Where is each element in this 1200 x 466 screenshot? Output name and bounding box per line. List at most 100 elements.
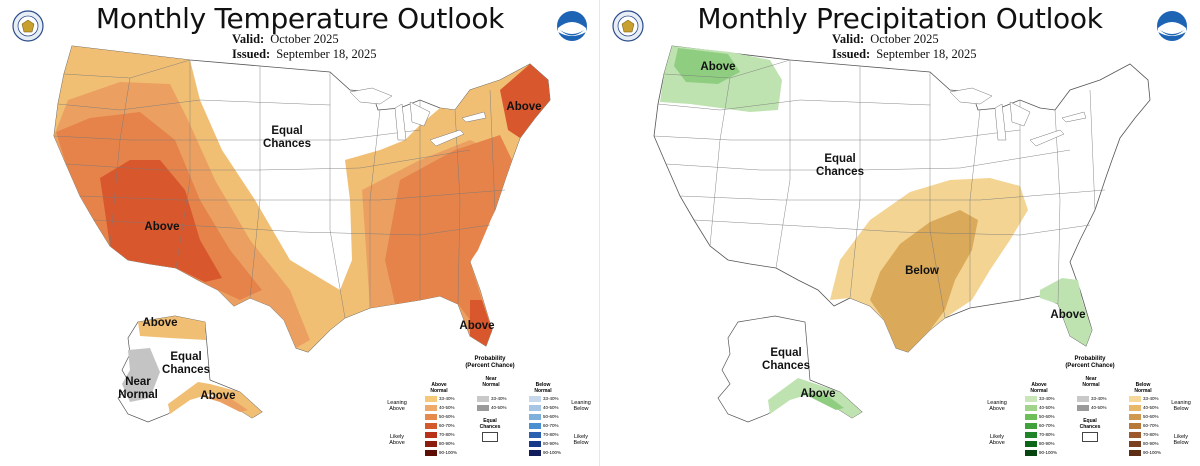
alaska-above-north: [138, 316, 206, 340]
legend-range-near-0: 33-40%: [1091, 396, 1107, 401]
legend-equal-chances-label: Equal Chances: [475, 418, 505, 430]
legend-swatch-above-5: [425, 441, 437, 447]
legend-swatch-below-2: [1129, 414, 1141, 420]
label-equal-alaska: Equal: [770, 347, 801, 359]
temperature-outlook-panel: Equal Chances Above Above Above Above Eq…: [12, 2, 597, 464]
legend-range-below-0: 33-40%: [1143, 396, 1159, 401]
legend-likely-below-1: Likely: [1173, 434, 1189, 440]
legend-swatch-above-6: [1025, 450, 1037, 456]
legend-swatch-below-0: [1129, 396, 1141, 402]
legend-range-above-6: 90-100%: [1039, 450, 1058, 455]
legend-swatch-below-6: [1129, 450, 1141, 456]
legend-leaning-above: Leaning Above: [385, 400, 409, 412]
label-equal-alaska-2: Chances: [162, 364, 210, 376]
legend-header-below-1: Below: [535, 382, 551, 388]
temperature-outlook-map: Equal Chances Above Above Above Above Eq…: [53, 45, 551, 423]
legend-swatch-above-0: [1025, 396, 1037, 402]
legend-title: Probability (Percent Chance): [1045, 356, 1135, 370]
label-near-normal-alaska: Near: [125, 376, 151, 388]
precipitation-outlook-panel: Above Equal Chances Below Above Equal Ch…: [600, 0, 1200, 466]
legend-header-near: Near Normal: [1073, 376, 1109, 388]
legend-header-near-2: Normal: [482, 382, 500, 388]
label-equal-chances: Equal: [271, 125, 302, 137]
legend-likely-below: Likely Below: [569, 434, 593, 446]
legend-swatch-near-1: [477, 405, 489, 411]
legend-swatch-near-0: [1077, 396, 1089, 402]
temp-above-50-region: [56, 112, 512, 320]
legend-header-near: Near Normal: [473, 376, 509, 388]
legend-title-line1: Probability: [474, 356, 506, 362]
legend-header-above: Above Normal: [1021, 382, 1057, 394]
legend-range-below-2: 50-60%: [1143, 414, 1159, 419]
legend-swatch-below-6: [529, 450, 541, 456]
legend-likely-above-1: Likely: [389, 434, 405, 440]
legend-equal-chances-swatch: [482, 432, 498, 442]
legend-range-above-3: 60-70%: [1039, 423, 1055, 428]
great-lakes: [949, 87, 1087, 147]
legend-swatch-below-3: [529, 423, 541, 429]
legend-title-line2: (Percent Chance): [1065, 363, 1115, 369]
label-above-alaska-north: Above: [142, 317, 177, 329]
legend-equal-chances-swatch: [1082, 432, 1098, 442]
legend-leaning-below-2: Below: [1173, 406, 1189, 412]
legend-likely-below-1: Likely: [573, 434, 589, 440]
precipitation-outlook-map: Above Equal Chances Below Above Equal Ch…: [653, 45, 1151, 423]
legend-swatch-above-2: [425, 414, 437, 420]
label-above-northeast: Above: [506, 101, 541, 113]
legend-swatch-above-0: [425, 396, 437, 402]
legend-range-above-5: 80-90%: [439, 441, 455, 446]
issued-value: September 18, 2025: [876, 47, 977, 61]
legend-range-above-0: 33-40%: [1039, 396, 1055, 401]
legend-range-below-6: 90-100%: [1143, 450, 1162, 455]
legend-title: Probability (Percent Chance): [445, 356, 535, 370]
legend-header-below: Below Normal: [525, 382, 561, 394]
legend-leaning-above-1: Leaning: [387, 400, 407, 406]
legend-range-above-1: 40-50%: [439, 405, 455, 410]
legend-leaning-below-2: Below: [573, 406, 589, 412]
legend-leaning-above-2: Above: [989, 406, 1005, 412]
legend-range-below-4: 70-80%: [543, 432, 559, 437]
label-above-florida: Above: [459, 320, 494, 332]
label-below-south: Below: [905, 265, 939, 277]
legend-leaning-below-1: Leaning: [571, 400, 591, 406]
temperature-legend: Probability (Percent Chance) Above Normal …: [385, 356, 597, 464]
legend-leaning-below: Leaning Below: [569, 400, 593, 412]
valid-value: October 2025: [870, 32, 939, 46]
legend-equal-chances-2: Chances: [1079, 424, 1101, 430]
state-boundaries: [53, 59, 506, 319]
issued-label: Issued:: [232, 47, 271, 61]
legend-range-above-3: 60-70%: [439, 423, 455, 428]
legend-header-above-1: Above: [1031, 382, 1047, 388]
legend-swatch-near-1: [1077, 405, 1089, 411]
legend-range-below-0: 33-40%: [543, 396, 559, 401]
legend-swatch-near-0: [477, 396, 489, 402]
legend-header-above: Above Normal: [421, 382, 457, 394]
legend-swatch-above-4: [425, 432, 437, 438]
noaa-commerce-seal-icon: [12, 10, 44, 42]
issued-line: Issued: September 18, 2025: [232, 47, 377, 62]
legend-header-above-2: Normal: [1030, 388, 1048, 394]
legend-leaning-above: Leaning Above: [985, 400, 1009, 412]
precip-below-40-region: [870, 210, 978, 352]
legend-header-above-2: Normal: [430, 388, 448, 394]
label-above-florida: Above: [1050, 309, 1085, 321]
legend-swatch-below-4: [529, 432, 541, 438]
legend-range-above-2: 50-60%: [1039, 414, 1055, 419]
legend-swatch-above-6: [425, 450, 437, 456]
legend-leaning-above-1: Leaning: [987, 400, 1007, 406]
legend-swatch-below-3: [1129, 423, 1141, 429]
legend-range-below-3: 60-70%: [1143, 423, 1159, 428]
legend-leaning-above-2: Above: [389, 406, 405, 412]
legend-likely-above: Likely Above: [385, 434, 409, 446]
valid-line: Valid: October 2025: [832, 32, 939, 47]
alaska-above-south-40: [800, 392, 844, 410]
label-above-southwest: Above: [144, 221, 179, 233]
legend-swatch-above-5: [1025, 441, 1037, 447]
label-above-alaska-south: Above: [200, 390, 235, 402]
legend-header-below-1: Below: [1135, 382, 1151, 388]
legend-header-below-2: Normal: [1134, 388, 1152, 394]
legend-likely-below-2: Below: [573, 440, 589, 446]
legend-range-below-5: 80-90%: [543, 441, 559, 446]
legend-range-near-1: 40-50%: [1091, 405, 1107, 410]
label-equal-alaska: Equal: [170, 351, 201, 363]
